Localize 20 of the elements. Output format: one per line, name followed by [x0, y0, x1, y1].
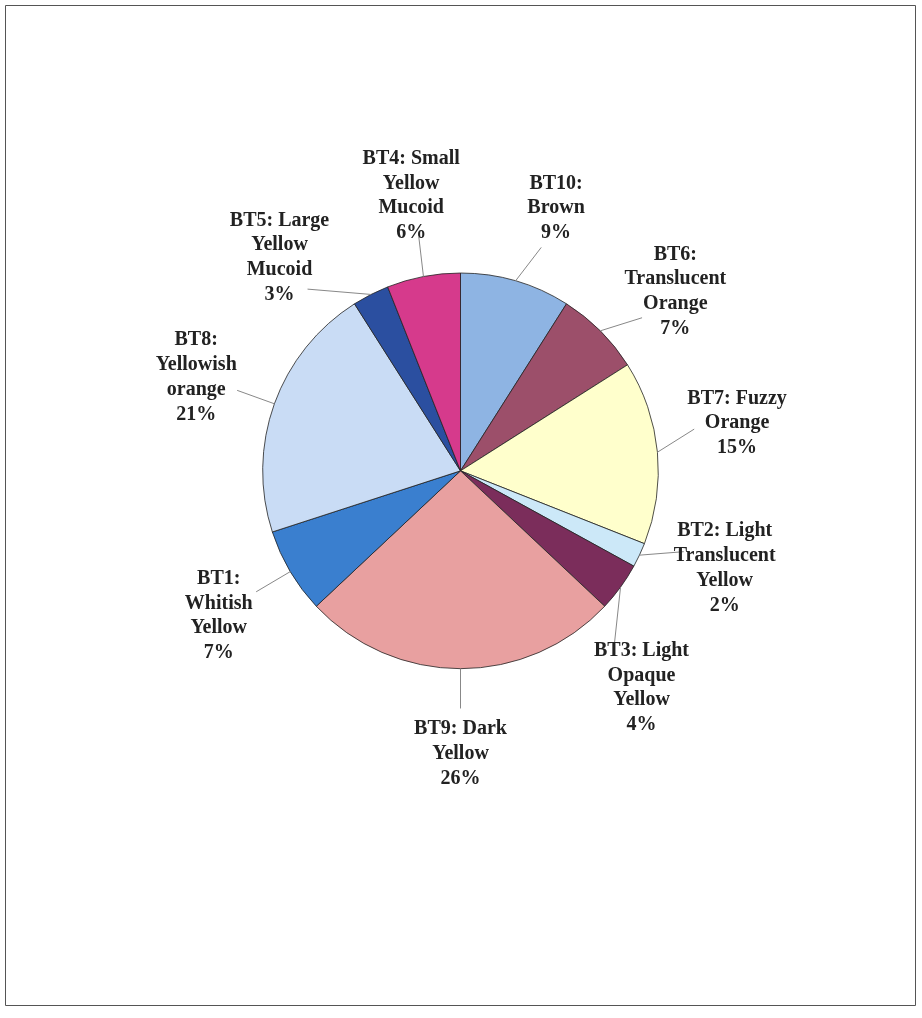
data-label: 4%	[626, 712, 657, 735]
slice-label: BT8: Yellowish orange	[155, 327, 237, 400]
slice-label: BT3: Light Opaque Yellow	[593, 637, 690, 710]
data-label: 26%	[440, 765, 481, 788]
data-label: 15%	[717, 435, 758, 458]
slice-label: BT9: Dark Yellow	[414, 716, 508, 764]
data-label: 7%	[660, 315, 691, 338]
slice-label: BT5: Large Yellow Mucoid	[229, 207, 330, 280]
slice-label: BT4: Small Yellow Mucoid	[362, 145, 461, 218]
slice-label: BT2: Light Translucent Yellow	[673, 518, 776, 590]
data-label: 9%	[541, 220, 572, 243]
data-label: 2%	[709, 592, 740, 615]
slice-label: BT1: Whitish Yellow	[184, 565, 253, 638]
slice-label: BT7: Fuzzy Orange	[687, 385, 787, 434]
data-label: 6%	[396, 220, 427, 243]
slice-label: BT6: Translucent Orange	[624, 241, 727, 315]
data-label: 21%	[176, 401, 217, 424]
slice-label: BT10: Brown	[527, 170, 585, 218]
data-label: 3%	[264, 281, 295, 304]
data-label: 7%	[203, 640, 234, 663]
